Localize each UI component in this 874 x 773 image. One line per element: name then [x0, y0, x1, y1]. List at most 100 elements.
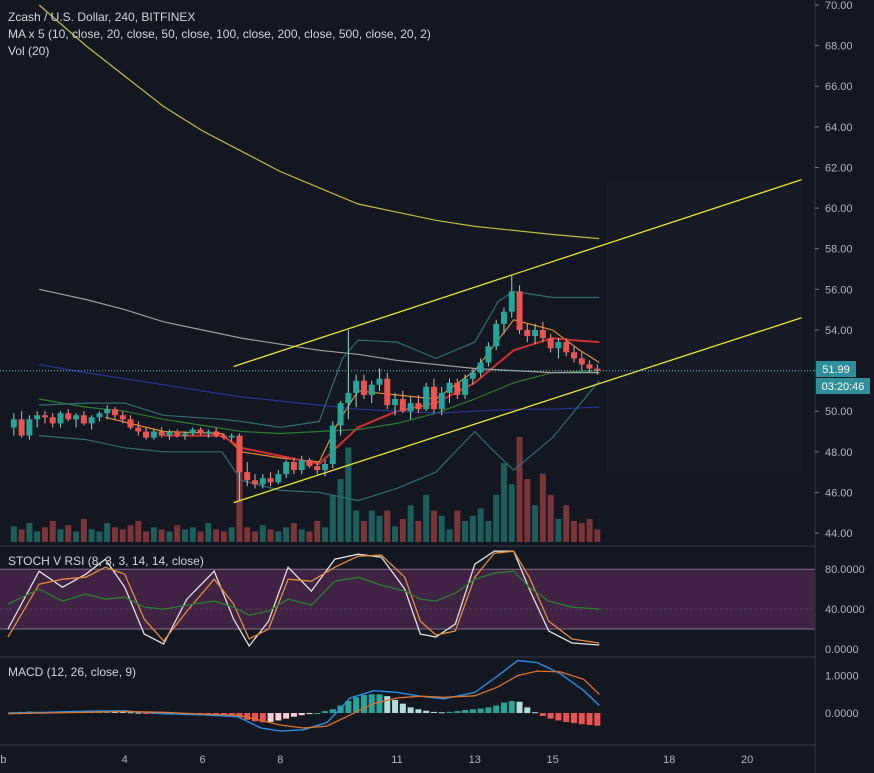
candle[interactable]	[563, 342, 570, 353]
candle[interactable]	[407, 403, 414, 412]
candle[interactable]	[18, 419, 25, 436]
volume-bar	[360, 521, 367, 542]
candle[interactable]	[570, 352, 577, 359]
candle[interactable]	[586, 364, 593, 369]
candle[interactable]	[578, 358, 585, 365]
candle[interactable]	[547, 338, 554, 349]
candle[interactable]	[213, 431, 220, 436]
projection-area	[607, 179, 802, 473]
candle[interactable]	[150, 431, 157, 438]
candle[interactable]	[532, 329, 539, 337]
candle[interactable]	[337, 403, 344, 426]
candle[interactable]	[290, 461, 297, 471]
volume-bar	[516, 437, 523, 542]
candle[interactable]	[329, 425, 336, 465]
candle[interactable]	[446, 382, 453, 393]
candle[interactable]	[594, 368, 601, 371]
candle[interactable]	[96, 413, 103, 418]
candle[interactable]	[158, 431, 165, 436]
candle[interactable]	[314, 466, 321, 471]
candle[interactable]	[259, 478, 266, 485]
macd-pane[interactable]	[7, 659, 601, 732]
candle[interactable]	[477, 362, 484, 373]
candle[interactable]	[135, 427, 142, 432]
candle[interactable]	[415, 403, 422, 410]
volume-bar	[213, 529, 220, 542]
candle[interactable]	[500, 311, 507, 324]
macd-tick-label: 1.0000	[825, 671, 859, 683]
candle[interactable]	[524, 329, 531, 337]
price-tick-label: 58.00	[825, 244, 853, 256]
candle[interactable]	[469, 372, 476, 379]
candle[interactable]	[26, 419, 33, 436]
candle[interactable]	[368, 384, 375, 395]
candle[interactable]	[34, 415, 41, 420]
trendline[interactable]	[233, 179, 802, 368]
candle[interactable]	[283, 461, 290, 475]
candle[interactable]	[454, 382, 461, 395]
candle[interactable]	[127, 419, 134, 428]
volume-bar	[158, 529, 165, 542]
candle[interactable]	[10, 419, 17, 428]
candle[interactable]	[298, 459, 305, 471]
candle[interactable]	[267, 478, 274, 483]
candle[interactable]	[57, 413, 64, 424]
candle[interactable]	[493, 323, 500, 347]
volume-bar	[104, 523, 111, 542]
candle[interactable]	[275, 474, 282, 483]
candle[interactable]	[197, 429, 204, 434]
candle[interactable]	[174, 431, 181, 436]
candle[interactable]	[539, 329, 546, 339]
volume-bar	[524, 479, 531, 542]
trendline[interactable]	[233, 317, 802, 504]
candle[interactable]	[220, 435, 227, 438]
price-tick-label: 68.00	[825, 41, 853, 53]
price-pane[interactable]	[0, 4, 815, 542]
macd-histogram-bar	[275, 713, 282, 721]
candle[interactable]	[430, 386, 437, 410]
candle[interactable]	[508, 291, 515, 312]
candle[interactable]	[80, 415, 87, 424]
candle[interactable]	[392, 399, 399, 406]
candle[interactable]	[516, 291, 523, 330]
candle[interactable]	[376, 378, 383, 385]
candle[interactable]	[399, 399, 406, 412]
candle[interactable]	[306, 459, 313, 467]
candle[interactable]	[104, 409, 111, 414]
candle[interactable]	[205, 431, 212, 434]
candle[interactable]	[166, 431, 173, 436]
candle[interactable]	[228, 435, 235, 438]
macd-histogram-bar	[578, 713, 585, 725]
candle[interactable]	[65, 413, 72, 420]
price-tick-label: 70.00	[825, 0, 853, 12]
macd-histogram-bar	[547, 713, 554, 719]
candle[interactable]	[73, 415, 80, 420]
candle[interactable]	[236, 435, 243, 473]
candle[interactable]	[353, 380, 360, 393]
candle[interactable]	[438, 392, 445, 410]
candle[interactable]	[322, 464, 329, 471]
candle[interactable]	[360, 380, 367, 395]
candle[interactable]	[485, 346, 492, 363]
candle[interactable]	[555, 342, 562, 349]
candle[interactable]	[252, 480, 259, 485]
candle[interactable]	[143, 431, 150, 438]
candle[interactable]	[41, 415, 48, 418]
candle[interactable]	[49, 417, 56, 424]
macd-histogram-bar	[539, 713, 546, 716]
ma-line	[38, 4, 600, 240]
candle[interactable]	[384, 378, 391, 406]
candle[interactable]	[423, 386, 430, 410]
candle[interactable]	[462, 378, 469, 395]
candle[interactable]	[189, 429, 196, 434]
volume-bar	[508, 484, 515, 542]
candle[interactable]	[111, 409, 118, 416]
candle[interactable]	[88, 417, 95, 424]
candle[interactable]	[181, 433, 188, 436]
candle[interactable]	[345, 392, 352, 404]
volume-bar	[57, 529, 64, 542]
candle[interactable]	[119, 415, 126, 420]
stoch-rsi-pane[interactable]	[0, 550, 815, 648]
candle[interactable]	[244, 472, 251, 481]
